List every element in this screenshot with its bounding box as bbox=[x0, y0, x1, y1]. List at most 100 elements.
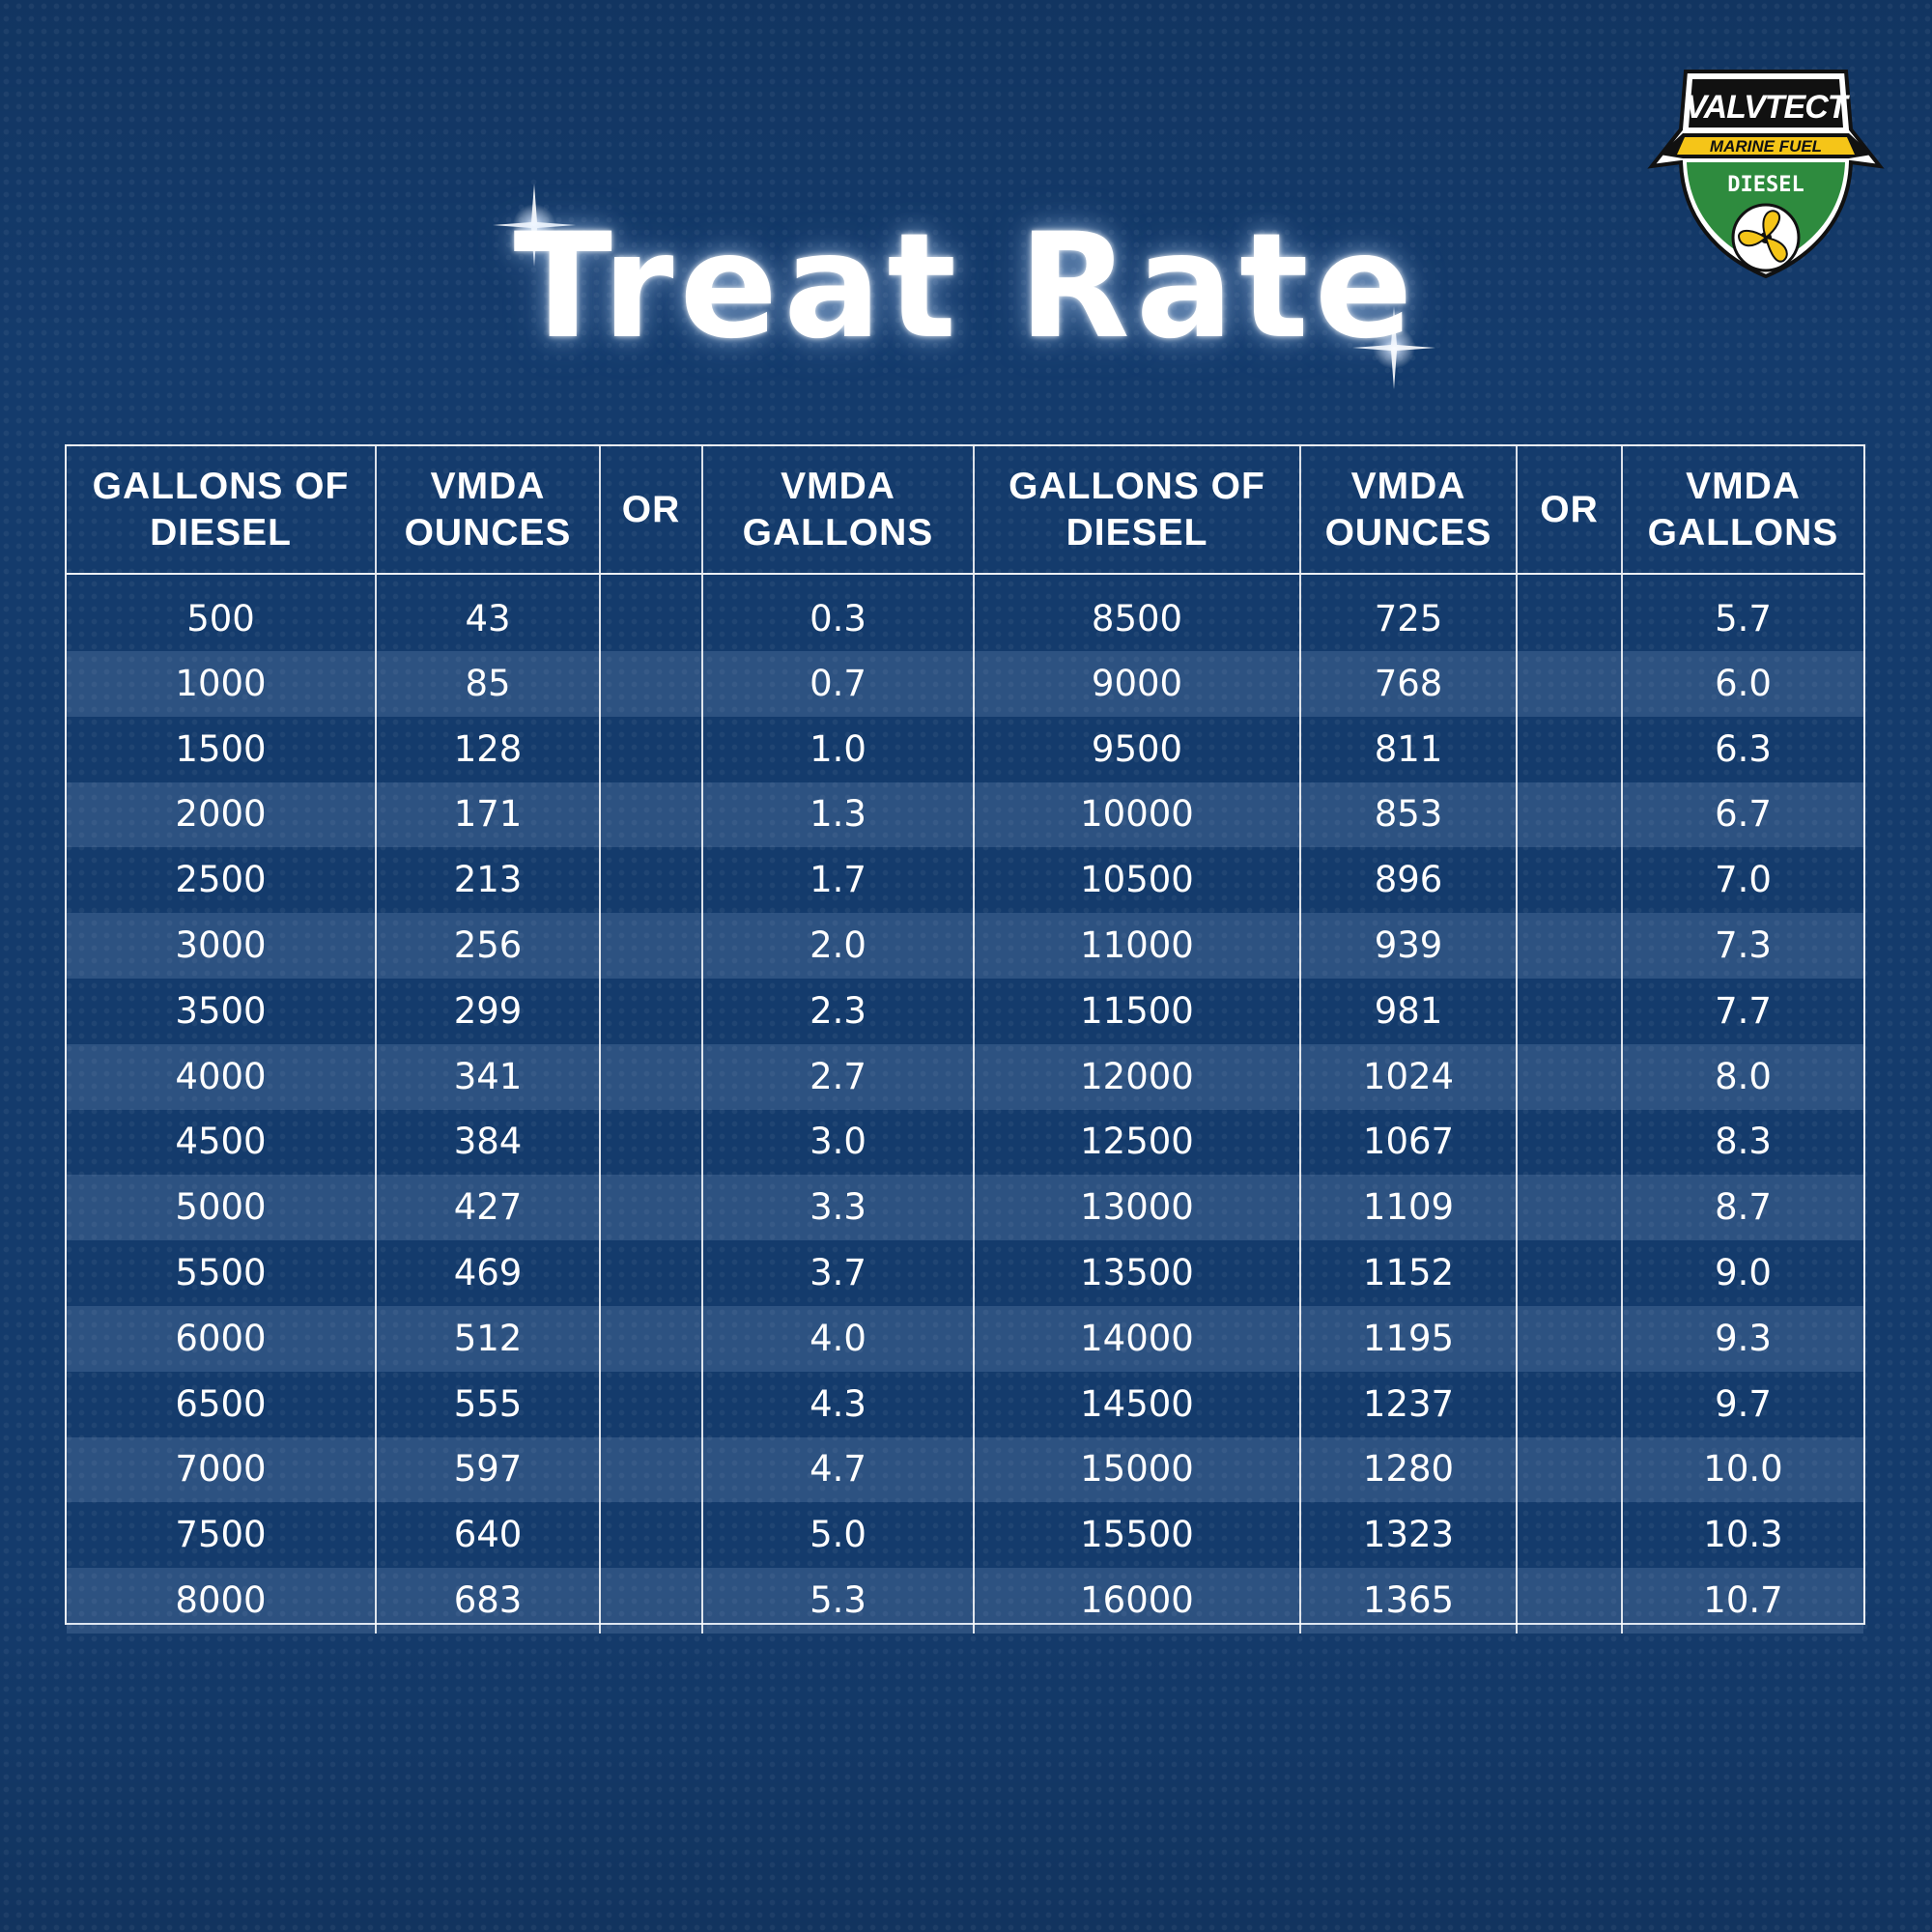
table-row: 4000 341 2.7 12000 1024 8.0 bbox=[67, 1043, 1863, 1110]
cell-vmda-gallons: 5.7 bbox=[1621, 574, 1863, 651]
cell-gallons-of-diesel: 4500 bbox=[175, 1121, 267, 1163]
table-row: 6500 555 4.3 14500 1237 9.7 bbox=[67, 1371, 1863, 1437]
cell-vmda-gallons: 5.3 bbox=[701, 1568, 974, 1634]
cell-gallons-of-diesel: 14000 bbox=[973, 1305, 1300, 1372]
cell-vmda-gallons: 3.3 bbox=[701, 1175, 974, 1241]
cell-vmda-gallons: 4.7 bbox=[701, 1436, 974, 1503]
cell-vmda-gallons: 1.7 bbox=[701, 847, 974, 914]
table-row: 1500 128 1.0 9500 811 6.3 bbox=[67, 716, 1863, 782]
cell-gallons-of-diesel: 5500 bbox=[175, 1252, 267, 1294]
cell-vmda-ounces: 555 bbox=[375, 1371, 600, 1437]
cell-or bbox=[1516, 1436, 1622, 1503]
cell-vmda-ounces: 939 bbox=[1299, 913, 1517, 979]
cell-or bbox=[1516, 847, 1622, 914]
cell-gallons-of-diesel: 6000 bbox=[67, 1305, 376, 1372]
cell-or bbox=[599, 1240, 702, 1306]
table-row: 5000 427 3.3 13000 1109 8.7 bbox=[67, 1175, 1863, 1241]
cell-gallons-of-diesel: 7500 bbox=[175, 1514, 267, 1556]
cell-vmda-ounces: 299 bbox=[375, 978, 600, 1044]
cell-vmda-ounces: 512 bbox=[375, 1305, 600, 1372]
cell-gallons-of-diesel: 15500 bbox=[973, 1502, 1300, 1569]
cell-vmda-gallons: 8.0 bbox=[1621, 1043, 1863, 1110]
sparkle-icon bbox=[1352, 306, 1435, 389]
cell-gallons-of-diesel: 7000 bbox=[67, 1436, 376, 1503]
cell-vmda-ounces: 256 bbox=[375, 913, 600, 979]
cell-vmda-gallons: 1.3 bbox=[701, 781, 974, 848]
cell-vmda-ounces: 1109 bbox=[1299, 1175, 1517, 1241]
cell-vmda-gallons: 6.3 bbox=[1621, 716, 1863, 782]
cell-vmda-gallons: 6.0 bbox=[1621, 651, 1863, 717]
cell-gallons-of-diesel: 3500 bbox=[175, 989, 267, 1032]
cell-gallons-of-diesel: 8500 bbox=[973, 574, 1300, 651]
table-row: 3500 299 2.3 11500 981 7.7 bbox=[67, 978, 1863, 1044]
cell-gallons-of-diesel: 2500 bbox=[175, 859, 267, 901]
cell-vmda-ounces: 171 bbox=[375, 781, 600, 848]
cell-vmda-ounces: 427 bbox=[375, 1175, 600, 1241]
cell-vmda-gallons: 0.7 bbox=[701, 651, 974, 717]
cell-vmda-gallons: 10.3 bbox=[1621, 1502, 1863, 1569]
cell-or bbox=[599, 978, 702, 1044]
cell-vmda-ounces: 43 bbox=[375, 574, 600, 651]
cell-or bbox=[599, 1305, 702, 1372]
cell-vmda-gallons: 8.7 bbox=[1621, 1175, 1863, 1241]
cell-gallons-of-diesel: 2000 bbox=[67, 781, 376, 848]
cell-gallons-of-diesel: 4000 bbox=[67, 1043, 376, 1110]
cell-or bbox=[1516, 1371, 1622, 1437]
cell-vmda-ounces: 853 bbox=[1299, 781, 1517, 848]
cell-or bbox=[599, 1502, 702, 1569]
cell-vmda-ounces: 1365 bbox=[1299, 1568, 1517, 1634]
cell-gallons-of-diesel: 14500 bbox=[973, 1371, 1300, 1437]
table-row: 500 43 0.3 8500 725 5.7 bbox=[67, 574, 1863, 651]
cell-vmda-ounces: 1152 bbox=[1299, 1240, 1517, 1306]
cell-vmda-gallons: 2.3 bbox=[701, 978, 974, 1044]
table-row: 3000 256 2.0 11000 939 7.3 bbox=[67, 913, 1863, 979]
cell-vmda-ounces: 128 bbox=[375, 716, 600, 782]
cell-vmda-ounces: 341 bbox=[375, 1043, 600, 1110]
cell-or bbox=[1516, 1043, 1622, 1110]
cell-or bbox=[1516, 978, 1622, 1044]
table-row: 7000 597 4.7 15000 1280 10.0 bbox=[67, 1436, 1863, 1503]
cell-vmda-gallons: 10.7 bbox=[1621, 1568, 1863, 1634]
cell-vmda-ounces: 384 bbox=[375, 1109, 600, 1176]
cell-gallons-of-diesel: 13000 bbox=[973, 1175, 1300, 1241]
cell-or bbox=[599, 781, 702, 848]
cell-gallons-of-diesel: 11000 bbox=[973, 913, 1300, 979]
cell-vmda-ounces: 1024 bbox=[1299, 1043, 1517, 1110]
cell-or bbox=[1516, 574, 1622, 651]
cell-gallons-of-diesel: 9000 bbox=[973, 651, 1300, 717]
cell-vmda-ounces: 1067 bbox=[1299, 1109, 1517, 1176]
table-header-row: GALLONS OF DIESEL VMDA OUNCES OR VMDA GALLO… bbox=[67, 446, 1863, 575]
cell-vmda-ounces: 597 bbox=[375, 1436, 600, 1503]
header-vmda-ounces: VMDA OUNCES bbox=[375, 446, 600, 575]
page-title: Treat Rate bbox=[513, 203, 1419, 371]
cell-gallons-of-diesel: 11500 bbox=[973, 978, 1300, 1044]
cell-vmda-gallons: 4.3 bbox=[701, 1371, 974, 1437]
cell-vmda-ounces: 896 bbox=[1299, 847, 1517, 914]
cell-or bbox=[599, 1436, 702, 1503]
header-gallons-of-diesel: GALLONS OF DIESEL bbox=[973, 446, 1300, 575]
sparkle-icon bbox=[493, 184, 576, 267]
header-gallons-of-diesel: GALLONS OF DIESEL bbox=[67, 446, 376, 575]
table-row: 1000 85 0.7 9000 768 6.0 bbox=[67, 651, 1863, 717]
cell-vmda-gallons: 8.3 bbox=[1621, 1109, 1863, 1176]
cell-vmda-ounces: 683 bbox=[375, 1568, 600, 1634]
logo-marine-fuel-text: MARINE FUEL bbox=[1710, 137, 1822, 156]
cell-or bbox=[599, 651, 702, 717]
cell-vmda-gallons: 3.7 bbox=[701, 1240, 974, 1306]
cell-vmda-gallons: 7.3 bbox=[1621, 913, 1863, 979]
cell-gallons-of-diesel: 500 bbox=[186, 597, 255, 639]
table-row: 5500 469 3.7 13500 1152 9.0 bbox=[67, 1240, 1863, 1306]
cell-vmda-gallons: 3.0 bbox=[701, 1109, 974, 1176]
valvtect-logo: VALVTECT MARINE FUEL DIESEL bbox=[1647, 70, 1885, 279]
cell-vmda-ounces: 725 bbox=[1299, 574, 1517, 651]
cell-or bbox=[1516, 781, 1622, 848]
cell-or bbox=[599, 1568, 702, 1634]
cell-or bbox=[1516, 716, 1622, 782]
cell-gallons-of-diesel: 13500 bbox=[973, 1240, 1300, 1306]
cell-gallons-of-diesel: 8000 bbox=[67, 1568, 376, 1634]
cell-gallons-of-diesel: 12500 bbox=[973, 1109, 1300, 1176]
cell-gallons-of-diesel: 15000 bbox=[973, 1436, 1300, 1503]
cell-gallons-of-diesel: 6500 bbox=[175, 1382, 267, 1425]
cell-or bbox=[1516, 1175, 1622, 1241]
cell-or bbox=[1516, 1568, 1622, 1634]
